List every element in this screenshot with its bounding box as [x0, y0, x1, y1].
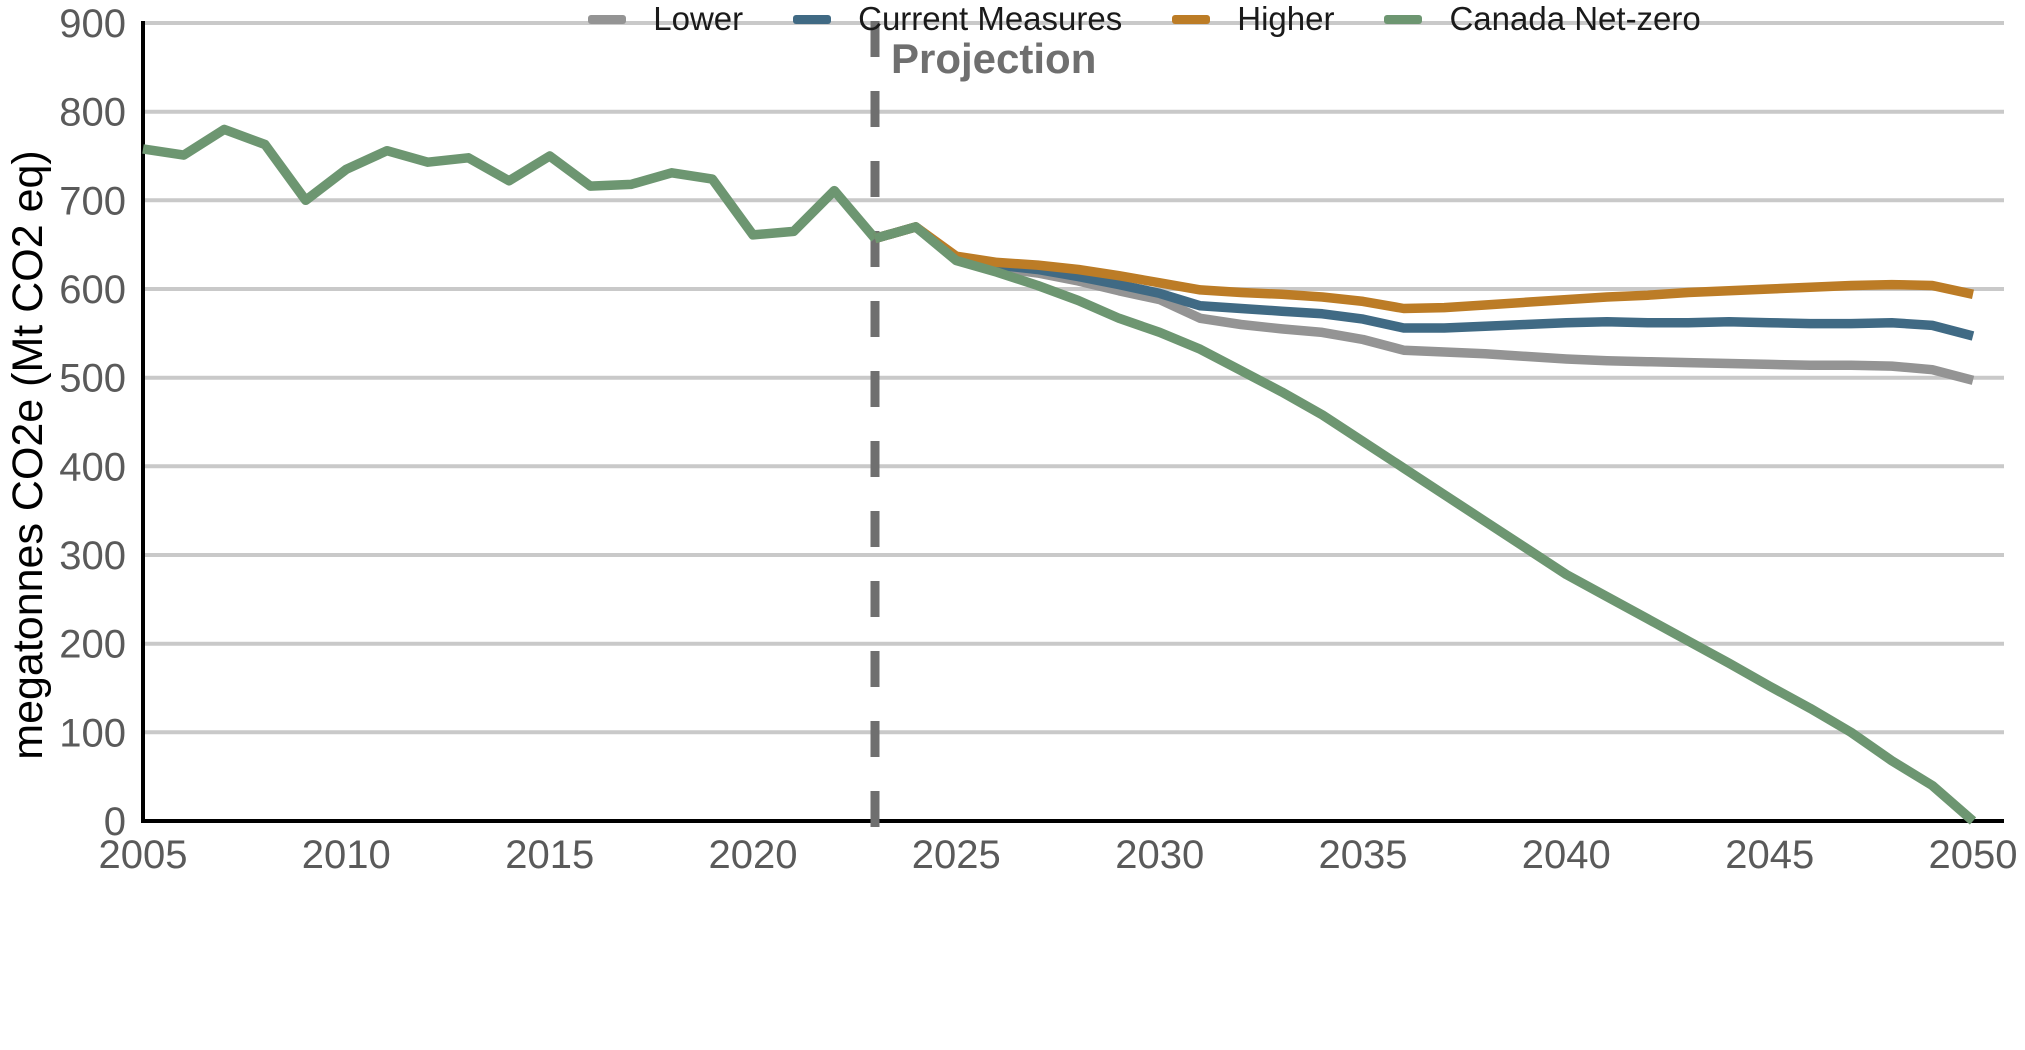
legend-label-canada-net-zero: Canada Net-zero: [1449, 0, 1701, 37]
legend-item-canada-net-zero: Canada Net-zero: [1384, 0, 1701, 38]
x-tick-label-2005: 2005: [99, 833, 188, 877]
y-tick-label-200: 200: [59, 623, 126, 667]
x-tick-label-2035: 2035: [1319, 833, 1408, 877]
y-tick-label-100: 100: [59, 711, 126, 755]
series-line-canada-net-zero: [873, 222, 1977, 825]
y-tick-label-300: 300: [59, 534, 126, 578]
y-tick-label-600: 600: [59, 268, 126, 312]
x-tick-label-2050: 2050: [1929, 833, 2018, 877]
y-tick-label-400: 400: [59, 445, 126, 489]
x-tick-label-2015: 2015: [505, 833, 594, 877]
y-axis-title: megatonnes CO2e (Mt CO2 eq): [4, 150, 52, 759]
y-tick-label-900: 900: [59, 2, 126, 46]
legend-item-lower: Lower: [588, 0, 743, 38]
y-tick-label-700: 700: [59, 179, 126, 223]
y-tick-label-500: 500: [59, 357, 126, 401]
x-tick-label-2040: 2040: [1522, 833, 1611, 877]
series-line-historical-emissions: [142, 124, 879, 242]
legend-item-higher: Higher: [1172, 0, 1334, 38]
x-tick-label-2030: 2030: [1115, 833, 1204, 877]
projection-label: Projection: [891, 35, 1096, 82]
x-tick-label-2020: 2020: [709, 833, 798, 877]
legend-swatch-canada-net-zero: [1384, 14, 1423, 24]
y-tick-label-800: 800: [59, 91, 126, 135]
legend-item-current-measures: Current Measures: [793, 0, 1122, 38]
legend-swatch-current-measures: [793, 14, 832, 24]
series-line-current-measures: [873, 222, 1975, 341]
legend-label-higher: Higher: [1237, 0, 1335, 37]
y-tick-label-0: 0: [104, 800, 126, 844]
x-tick-label-2045: 2045: [1725, 833, 1814, 877]
series-line-higher: [873, 222, 1975, 314]
legend-label-current-measures: Current Measures: [858, 0, 1123, 37]
legend-label-lower: Lower: [653, 0, 744, 37]
chart-legend: Lower Current Measures Higher Canada Net-ze…: [0, 0, 2025, 38]
legend-swatch-higher: [1172, 14, 1211, 24]
legend-swatch-lower: [588, 14, 627, 24]
x-tick-label-2025: 2025: [912, 833, 1001, 877]
x-tick-label-2010: 2010: [302, 833, 391, 877]
